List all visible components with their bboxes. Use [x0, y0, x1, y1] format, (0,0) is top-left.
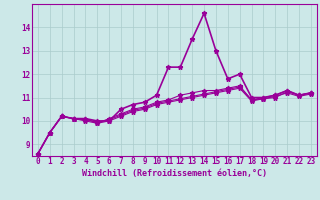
- X-axis label: Windchill (Refroidissement éolien,°C): Windchill (Refroidissement éolien,°C): [82, 169, 267, 178]
